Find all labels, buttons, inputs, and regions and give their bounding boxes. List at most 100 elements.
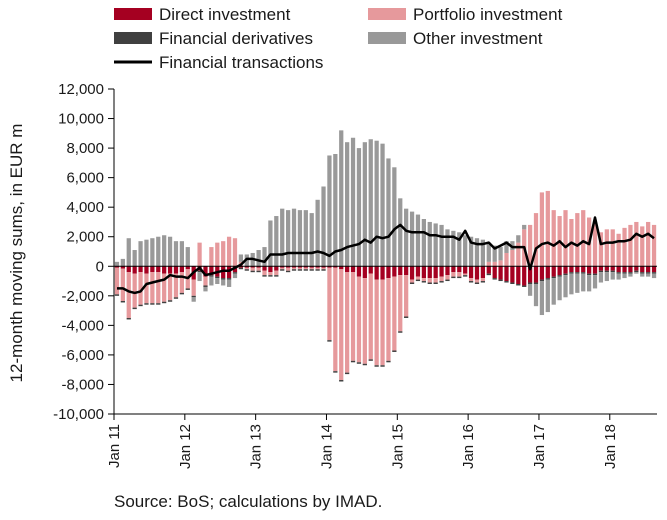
bar-direct-investment: [315, 266, 320, 268]
bar-portfolio-investment: [539, 192, 545, 267]
bar-direct-investment: [445, 266, 450, 276]
bar-other-investment: [232, 273, 238, 279]
bar-direct-investment: [256, 266, 261, 268]
bar-financial-derivatives: [309, 269, 314, 271]
bar-direct-investment: [634, 266, 639, 271]
legend: Direct investment Portfolio investment F…: [114, 5, 563, 72]
x-tick-label: Jan 14: [318, 424, 335, 469]
bar-other-investment: [333, 154, 338, 267]
bar-other-investment: [451, 230, 456, 267]
bar-other-investment: [468, 236, 474, 267]
bar-financial-derivatives: [232, 272, 238, 274]
bar-portfolio-investment: [415, 276, 421, 280]
bar-portfolio-investment: [604, 229, 609, 267]
bar-portfolio-investment: [345, 272, 350, 373]
bar-other-investment: [256, 250, 261, 267]
bar-portfolio-investment: [356, 276, 362, 363]
bar-direct-investment: [451, 266, 456, 273]
bar-portfolio-investment: [114, 267, 120, 295]
bar-financial-derivatives: [463, 275, 468, 277]
bar-other-investment: [492, 245, 497, 262]
bar-financial-derivatives: [646, 272, 651, 274]
bar-other-investment: [280, 208, 285, 267]
bar-other-investment: [404, 208, 409, 267]
bar-other-investment: [238, 254, 244, 262]
bar-direct-investment: [238, 266, 244, 268]
bar-financial-derivatives: [238, 267, 244, 270]
bar-portfolio-investment: [634, 221, 639, 267]
bar-other-investment: [303, 210, 308, 267]
bar-direct-investment: [321, 266, 326, 268]
bar-other-investment: [209, 276, 214, 286]
bar-direct-investment: [463, 266, 468, 274]
bar-other-investment: [651, 273, 657, 279]
bar-portfolio-investment: [516, 242, 521, 267]
bar-other-investment: [628, 273, 633, 277]
bar-portfolio-investment: [250, 267, 255, 271]
bar-direct-investment: [368, 266, 373, 274]
bar-direct-investment: [144, 266, 149, 274]
bar-portfolio-investment: [167, 273, 173, 301]
line-layer: [117, 216, 655, 295]
y-tick-label: 4,000: [66, 199, 104, 216]
bar-direct-investment: [433, 266, 438, 279]
bar-direct-investment: [374, 266, 379, 280]
bar-portfolio-investment: [474, 279, 480, 283]
y-tick-label: -6,000: [61, 347, 104, 364]
bar-financial-derivatives: [156, 303, 161, 305]
bar-other-investment: [150, 238, 155, 267]
bar-direct-investment: [232, 266, 238, 273]
bar-portfolio-investment: [421, 278, 426, 282]
bar-financial-derivatives: [409, 282, 415, 284]
bar-portfolio-investment: [445, 275, 450, 280]
bar-portfolio-investment: [380, 279, 385, 366]
bar-financial-derivatives: [628, 272, 633, 274]
bar-other-investment: [640, 273, 645, 277]
bar-direct-investment: [339, 266, 344, 270]
y-tick-label: 6,000: [66, 170, 104, 187]
bar-direct-investment: [587, 266, 592, 274]
bar-other-investment: [226, 279, 232, 287]
bar-direct-investment: [492, 266, 497, 279]
bar-portfolio-investment: [368, 273, 373, 360]
bar-financial-derivatives: [522, 285, 527, 287]
bar-portfolio-investment: [527, 224, 533, 267]
bar-financial-derivatives: [533, 282, 539, 284]
bar-financial-derivatives: [380, 365, 385, 367]
bar-portfolio-investment: [492, 261, 497, 267]
bar-direct-investment: [409, 266, 415, 280]
bar-other-investment: [533, 284, 539, 307]
bar-other-investment: [179, 241, 184, 267]
bar-portfolio-investment: [203, 276, 208, 286]
y-axis-title: 12-month moving sums, in EUR m: [7, 124, 26, 383]
bar-other-investment: [427, 221, 432, 267]
bar-other-investment: [162, 235, 167, 267]
bar-financial-derivatives: [474, 282, 480, 284]
bar-financial-derivatives: [445, 279, 450, 282]
bar-direct-investment: [421, 266, 426, 279]
bar-portfolio-investment: [226, 236, 232, 267]
bar-financial-derivatives: [132, 307, 137, 310]
bar-financial-derivatives: [315, 269, 320, 271]
bar-direct-investment: [250, 266, 255, 268]
bar-portfolio-investment: [291, 267, 297, 270]
legend-label-financial-derivatives: Financial derivatives: [159, 29, 313, 48]
bar-financial-derivatives: [569, 272, 574, 274]
bar-other-investment: [646, 273, 651, 277]
bar-direct-investment: [398, 266, 403, 276]
bar-other-investment: [274, 216, 279, 267]
bar-financial-derivatives: [345, 372, 350, 375]
bar-direct-investment: [268, 266, 273, 273]
bar-other-investment: [327, 155, 332, 267]
bar-financial-derivatives: [339, 380, 344, 382]
bar-other-investment: [604, 272, 609, 282]
bar-financial-derivatives: [592, 273, 598, 276]
bar-direct-investment: [350, 266, 356, 273]
bar-direct-investment: [439, 266, 444, 277]
bar-financial-derivatives: [327, 340, 332, 342]
bar-financial-derivatives: [280, 269, 285, 271]
y-tick-label: 8,000: [66, 140, 104, 157]
bar-financial-derivatives: [197, 270, 202, 273]
bar-financial-derivatives: [167, 300, 173, 302]
bar-other-investment: [421, 219, 426, 267]
